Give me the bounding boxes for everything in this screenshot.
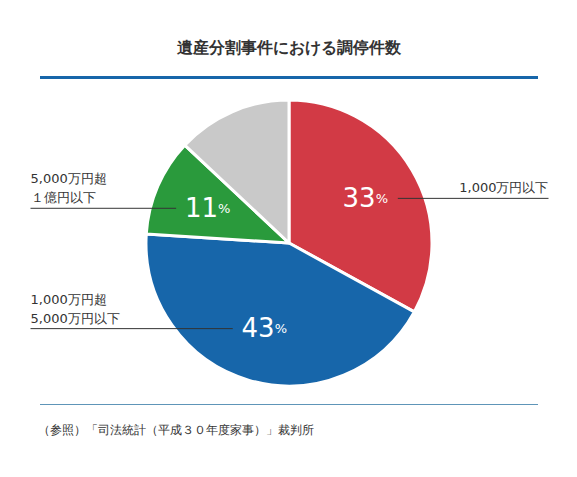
svg-text:1,000万円以下: 1,000万円以下	[459, 180, 548, 195]
svg-text:11%: 11%	[185, 193, 230, 223]
svg-text:43%: 43%	[242, 313, 287, 343]
html-text:（参照）「司法統計（平成３０年度家事）」裁判所: （参照）「司法統計（平成３０年度家事）」裁判所	[38, 423, 314, 437]
svg-text:1,000万円超5,000万円以下: 1,000万円超5,000万円以下	[31, 292, 120, 326]
svg-text:33%: 33%	[343, 183, 388, 213]
html-text:遺産分割事件における調停件数: 遺産分割事件における調停件数	[176, 38, 401, 57]
svg-text:5,000万円超１億円以下: 5,000万円超１億円以下	[31, 171, 107, 205]
